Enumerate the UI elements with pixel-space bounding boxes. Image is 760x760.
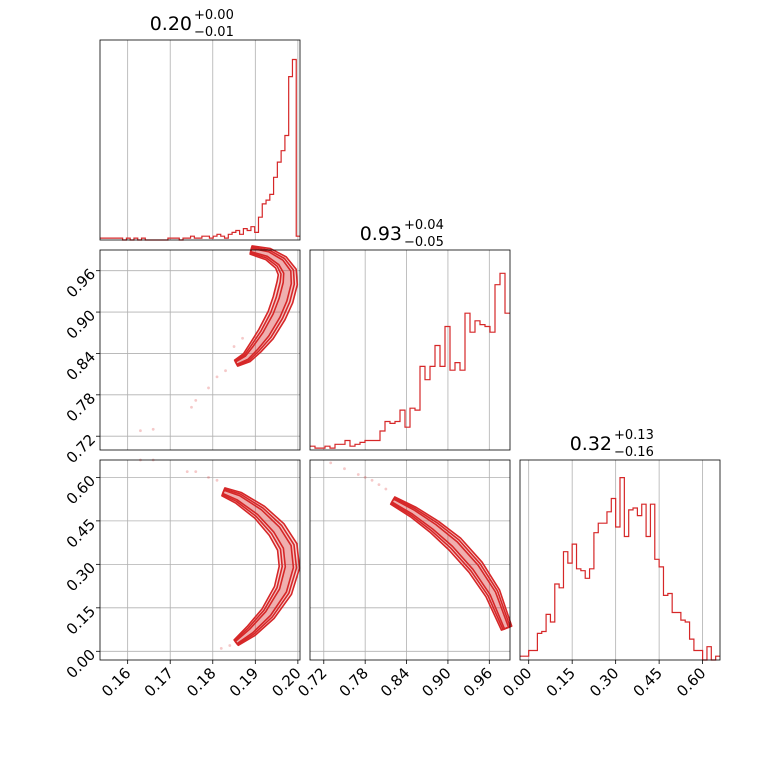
y-tick-label: 0.90 xyxy=(63,306,99,342)
y-tick-label: 0.78 xyxy=(63,389,99,425)
x-tick-label: 0.84 xyxy=(377,664,413,700)
scatter-point xyxy=(194,470,198,473)
contour-panel-1 xyxy=(99,458,301,661)
title-plus-0: +0.00 xyxy=(194,8,234,23)
x-tick-label: 0.90 xyxy=(418,664,454,700)
scatter-point xyxy=(329,461,333,465)
title-plus-2: +0.13 xyxy=(614,428,654,443)
x-tick-label: 0.96 xyxy=(460,664,496,700)
scatter-point xyxy=(356,473,360,476)
title-plus-1: +0.04 xyxy=(404,218,444,233)
axes-frame xyxy=(309,249,511,451)
axes-frame xyxy=(309,459,511,661)
y-tick-label: 0.84 xyxy=(63,348,99,384)
x-tick-label: 0.30 xyxy=(586,664,622,700)
axes-frame xyxy=(519,459,721,661)
title-minus-2: −0.16 xyxy=(614,445,654,460)
y-tick-label: 0.72 xyxy=(63,431,99,467)
y-tick-label: 0.60 xyxy=(63,472,99,508)
scatter-point xyxy=(215,478,219,482)
scatter-point xyxy=(194,398,198,402)
y-tick-label: 0.00 xyxy=(63,646,99,682)
scatter-point xyxy=(343,467,346,471)
title-median-0: 0.20 xyxy=(150,13,192,35)
scatter-point xyxy=(151,427,155,431)
histogram-step-line xyxy=(100,58,300,241)
scatter-point xyxy=(241,336,244,340)
x-tick-label: 0.72 xyxy=(294,664,330,700)
scatter-point xyxy=(185,470,189,473)
scatter-point xyxy=(224,369,227,373)
scatter-point xyxy=(377,483,381,487)
contour-panel-2 xyxy=(309,459,513,661)
x-tick-label: 0.78 xyxy=(336,664,372,700)
scatter-point xyxy=(232,345,236,348)
y-tick-label: 0.30 xyxy=(63,559,99,595)
axes-frame xyxy=(99,249,301,451)
scatter-point xyxy=(384,487,388,491)
y-tick-label: 0.96 xyxy=(63,265,99,301)
scatter-point xyxy=(207,386,210,390)
histogram-panel-1: 0.93 +0.04 −0.05 xyxy=(309,218,511,451)
contour-level-0 xyxy=(233,245,299,367)
axes-frame xyxy=(99,39,301,241)
title-minus-1: −0.05 xyxy=(404,235,444,250)
scatter-point xyxy=(190,405,193,409)
contour-level-2 xyxy=(234,247,293,366)
y-tick-label: 0.15 xyxy=(63,602,99,638)
x-tick-label: 0.19 xyxy=(226,664,262,700)
x-tick-label: 0.17 xyxy=(141,664,177,700)
scatter-point xyxy=(228,644,232,647)
x-tick-label: 0.18 xyxy=(183,664,219,700)
y-tick-label: 0.45 xyxy=(63,515,99,551)
title-minus-0: −0.01 xyxy=(194,25,234,40)
scatter-point xyxy=(139,429,142,433)
x-tick-label: 0.00 xyxy=(499,664,535,700)
scatter-point xyxy=(215,375,219,379)
contour-panel-0 xyxy=(99,245,301,451)
scatter-point xyxy=(363,475,367,479)
scatter-point xyxy=(207,475,210,479)
title-median-1: 0.93 xyxy=(360,223,402,245)
contour-level-2 xyxy=(391,498,510,630)
scatter-point xyxy=(219,647,223,650)
title-median-2: 0.32 xyxy=(570,433,612,455)
x-tick-label: 0.45 xyxy=(630,664,666,700)
contour-level-2 xyxy=(222,489,295,645)
x-tick-label: 0.15 xyxy=(543,664,579,700)
x-tick-label: 0.60 xyxy=(673,664,709,700)
scatter-point xyxy=(370,478,374,482)
x-tick-label: 0.16 xyxy=(98,664,134,700)
histogram-panel-2: 0.32 +0.13 −0.16 xyxy=(519,428,721,661)
histogram-step-line xyxy=(520,477,720,661)
axes-frame xyxy=(99,459,301,661)
histogram-panel-0: 0.20 +0.00 −0.01 xyxy=(99,8,301,241)
histogram-step-line xyxy=(310,272,510,449)
